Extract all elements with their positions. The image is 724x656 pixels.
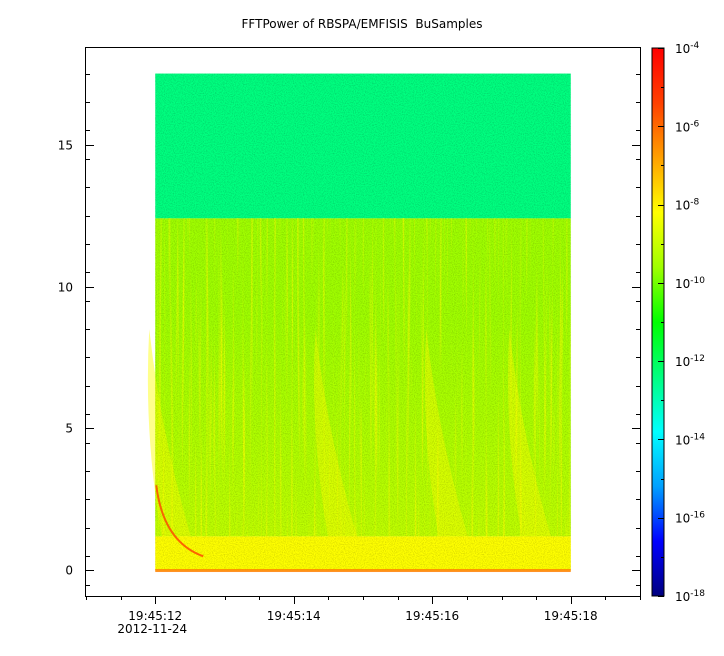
colorbar-tick-label: 10-14 [675,432,705,447]
y-axis: 0 5 10 15 [58,74,640,586]
colorbar-tick-label: 10-12 [675,354,705,369]
colorbar-tick-label: 10-8 [675,198,700,213]
y-tick-label: 10 [58,281,73,295]
y-tick-label: 0 [65,564,73,578]
colorbar-tick-label: 10-16 [675,511,705,526]
x-tick-label: 19:45:18 [544,609,598,623]
dispersion-curve [155,485,204,558]
x-tick-label: 19:45:16 [405,609,459,623]
dc-line [155,569,571,573]
colorbar-tick-label: 10-4 [675,41,700,56]
colorbar-tick-label: 10-6 [675,119,700,134]
y-tick-label: 15 [58,139,73,153]
chart-title: FFTPower of RBSPA/EMFISIS BuSamples [241,17,483,31]
noise-texture [155,73,571,571]
spectrogram-image [147,73,571,573]
colorbar-tick-label: 10-18 [675,589,705,604]
x-tick-label: 19:45:14 [267,609,321,623]
colorbar: 10-4 10-6 10-8 10-10 10-12 10-14 10-16 10-18 [651,41,705,604]
y-tick-label: 5 [65,422,73,436]
x-tick-label: 19:45:12 [128,609,182,623]
x-date-label: 2012-11-24 [117,622,187,636]
colorbar-tick-label: 10-10 [675,276,705,291]
